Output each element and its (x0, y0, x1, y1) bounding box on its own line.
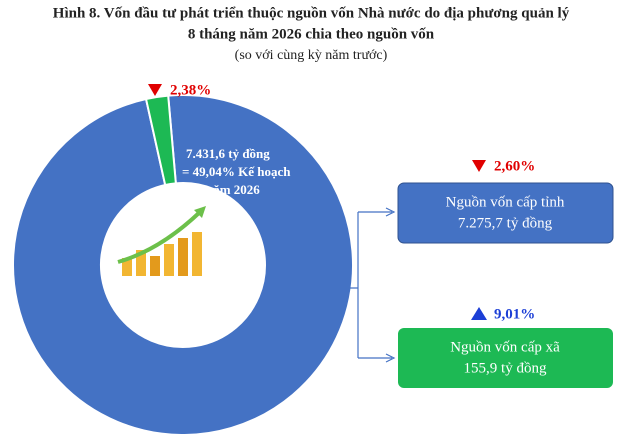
connectors (340, 207, 396, 363)
title-line: Hình 8. Vốn đầu tư phát triển thuộc nguồ… (53, 5, 570, 21)
subtitle: (so với cùng kỳ năm trước) (235, 48, 388, 63)
source-change: 2,60% (494, 158, 535, 174)
donut-slice (12, 94, 354, 434)
total-year: năm 2026 (206, 182, 260, 197)
source-box (398, 328, 613, 388)
source-value: 155,9 tỷ đồng (464, 360, 547, 376)
change-arrow (472, 160, 486, 172)
center-icon (117, 206, 206, 276)
source-change: 9,01% (494, 306, 535, 322)
total-plan: = 49,04% Kế hoạch (182, 164, 291, 179)
change-arrow (471, 307, 487, 320)
title-line: 8 tháng năm 2026 chia theo nguồn vốn (188, 26, 435, 42)
total-change: 2,38% (170, 82, 211, 98)
total-label: 7.431,6 tỷ đồng (186, 146, 270, 161)
donut-slice (144, 94, 177, 187)
change-arrow (148, 84, 162, 96)
source-name: Nguồn vốn cấp xã (450, 339, 560, 355)
source-name: Nguồn vốn cấp tỉnh (446, 194, 565, 210)
source-box (397, 182, 614, 244)
source-value: 7.275,7 tỷ đồng (458, 215, 553, 231)
